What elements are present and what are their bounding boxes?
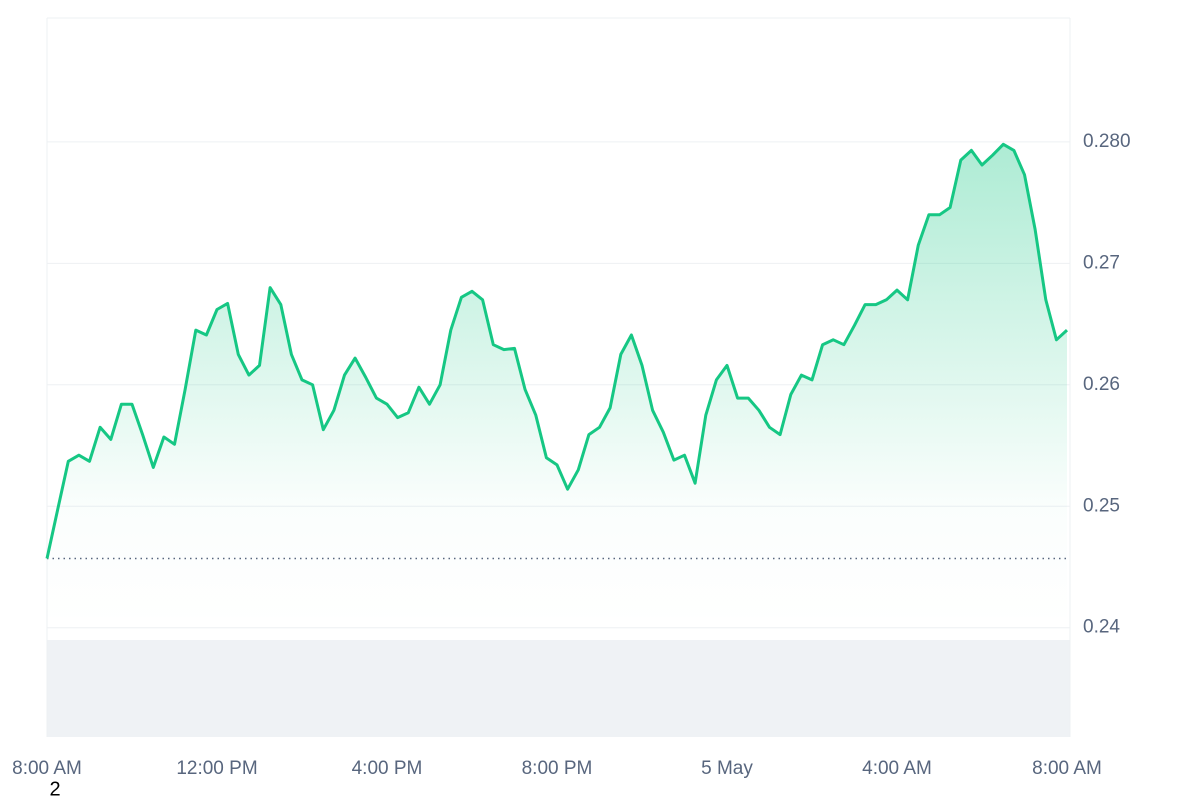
y-tick-label: 0.25 (1083, 495, 1120, 516)
y-tick-label: 0.27 (1083, 252, 1120, 273)
footnote: 2 (49, 778, 60, 800)
x-tick-label: 4:00 AM (862, 758, 932, 779)
y-tick-label: 0.24 (1083, 617, 1120, 638)
y-tick-label: 0.280 (1083, 131, 1131, 152)
x-tick-label: 4:00 PM (352, 758, 423, 779)
y-tick-label: 0.26 (1083, 374, 1120, 395)
x-tick-label: 12:00 PM (176, 758, 257, 779)
x-tick-label: 8:00 AM (12, 758, 82, 779)
x-tick-label: 8:00 AM (1032, 758, 1102, 779)
area-fill (47, 144, 1067, 630)
x-tick-label: 5 May (701, 758, 753, 779)
x-tick-label: 8:00 PM (522, 758, 593, 779)
volume-area (47, 640, 1070, 737)
price-line (45, 142, 1069, 559)
